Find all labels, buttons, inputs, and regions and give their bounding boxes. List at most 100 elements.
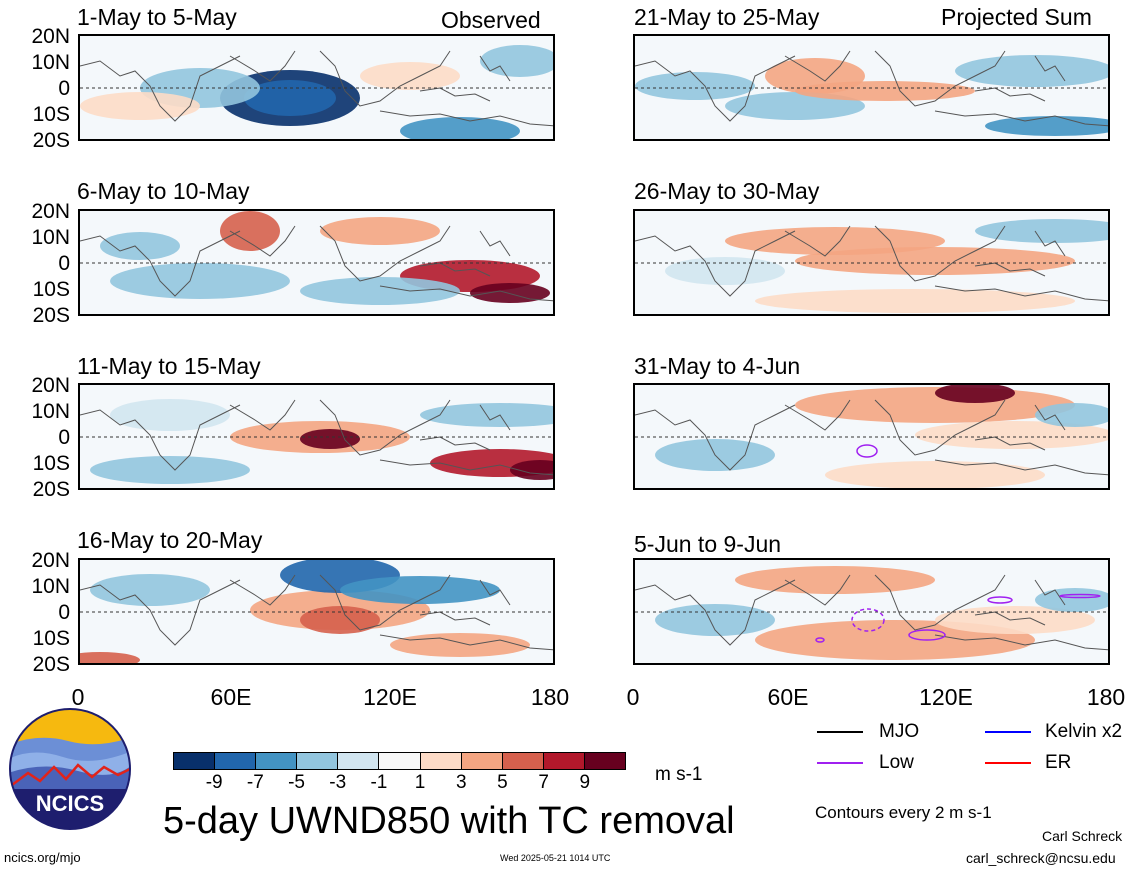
coastline xyxy=(80,579,241,646)
map-panel-5 xyxy=(633,34,1110,141)
coastline xyxy=(479,579,511,606)
wind-anomaly-shade xyxy=(665,257,785,285)
lat-label-row2-2: 0 xyxy=(58,252,70,275)
wind-anomaly-shade xyxy=(735,566,935,594)
logo-text: NCICS xyxy=(36,791,104,816)
coastline xyxy=(80,404,241,471)
colorbar-swatch-9 xyxy=(543,753,585,769)
map-field xyxy=(635,385,1108,488)
legend-label-er: ER xyxy=(1045,752,1072,773)
coastline xyxy=(1034,230,1066,257)
map-field xyxy=(635,36,1108,139)
coastline xyxy=(379,285,553,302)
map-panel-8 xyxy=(633,558,1110,665)
wind-anomaly-shade xyxy=(935,385,1015,403)
colorbar xyxy=(173,752,626,770)
wind-anomaly-shade xyxy=(985,116,1108,136)
map-field xyxy=(80,211,553,314)
panel-title-5: 21-May to 25-May xyxy=(634,4,820,30)
colorbar-tick-0: -9 xyxy=(205,772,223,793)
coastline xyxy=(419,262,491,277)
coastline xyxy=(419,611,491,626)
colorbar-tick-9: 9 xyxy=(579,772,591,793)
colorbar-swatch-8 xyxy=(502,753,544,769)
wind-anomaly-shade xyxy=(80,92,200,120)
lat-label-row4-0: 20N xyxy=(31,549,70,572)
colorbar-tick-3: -3 xyxy=(329,772,347,793)
panel-title-4: 16-May to 20-May xyxy=(77,527,263,553)
colorbar-tick-6: 3 xyxy=(455,772,467,793)
wind-anomaly-shade xyxy=(90,456,250,484)
lon-label-left-0: 0 xyxy=(71,684,85,710)
map-field xyxy=(635,560,1108,663)
lat-label-row1-4: 20S xyxy=(32,129,70,152)
ncics-logo: NCICS xyxy=(8,707,132,831)
colorbar-tick-8: 7 xyxy=(538,772,549,793)
coastline xyxy=(1034,404,1066,431)
coastline xyxy=(784,50,851,82)
wind-anomaly-shade xyxy=(795,81,975,101)
coastline xyxy=(874,50,1006,107)
coastline xyxy=(229,225,296,257)
lat-label-row1-0: 20N xyxy=(31,25,70,48)
map-panel-7 xyxy=(633,383,1110,490)
coastline xyxy=(419,436,491,451)
coastline xyxy=(635,579,796,646)
legend-line-low xyxy=(817,762,863,764)
coastline xyxy=(1034,55,1066,82)
coastline xyxy=(319,225,451,282)
wind-anomaly-shade xyxy=(635,72,755,100)
wind-anomaly-shade xyxy=(220,211,280,251)
wind-anomaly-shade xyxy=(340,576,500,604)
legend-line-mjo xyxy=(817,731,863,733)
lon-label-right-0: 0 xyxy=(626,684,640,710)
low-contour xyxy=(851,608,885,632)
colorbar-tick-1: -7 xyxy=(246,772,264,793)
colorbar-tick-5: 1 xyxy=(414,772,426,793)
wind-anomaly-shade xyxy=(1035,403,1108,427)
coastline xyxy=(379,110,553,127)
map-field xyxy=(80,36,553,139)
coastline xyxy=(379,634,553,651)
legend-label-low: Low xyxy=(879,752,914,773)
coastline xyxy=(319,574,451,631)
site-link: ncics.org/mjo xyxy=(4,850,81,865)
coastline xyxy=(874,225,1006,282)
author: Carl Schreck xyxy=(1042,828,1123,844)
legend-label-mjo: MJO xyxy=(879,721,920,742)
coastline xyxy=(874,399,1006,456)
coastline xyxy=(1034,579,1066,606)
panel-title-2: 6-May to 10-May xyxy=(77,178,250,204)
coastline xyxy=(229,399,296,431)
wind-anomaly-shade xyxy=(510,460,553,480)
legend-label-kelvin: Kelvin x2 xyxy=(1045,721,1123,742)
panel-title-7: 31-May to 4-Jun xyxy=(634,353,801,379)
wind-anomaly-shade xyxy=(755,289,1075,313)
colorbar-swatch-5 xyxy=(379,753,421,769)
wind-anomaly-shade xyxy=(655,604,775,636)
lon-label-right-120e: 120E xyxy=(919,684,973,710)
wind-anomaly-shade xyxy=(110,399,230,431)
coastline xyxy=(419,87,491,102)
coastline xyxy=(635,230,796,297)
wind-anomaly-shade xyxy=(244,80,336,116)
coastline xyxy=(379,459,553,476)
wind-anomaly-shade xyxy=(975,219,1108,243)
colorbar-swatch-10 xyxy=(584,753,626,769)
wind-anomaly-shade xyxy=(320,217,440,245)
lat-label-row4-1: 10N xyxy=(31,575,70,598)
wind-anomaly-shade xyxy=(300,277,460,305)
map-field xyxy=(635,211,1108,314)
map-panel-2 xyxy=(78,209,555,316)
projected-label: Projected Sum xyxy=(941,4,1092,30)
lat-label-row3-4: 20S xyxy=(32,478,70,501)
colorbar-units: m s-1 xyxy=(655,764,703,785)
coastline xyxy=(229,574,296,606)
observed-label: Observed xyxy=(441,7,541,33)
lon-label-left-180: 180 xyxy=(530,684,570,710)
wind-anomaly-shade xyxy=(955,55,1108,87)
timestamp: Wed 2025-05-21 1014 UTC xyxy=(500,853,611,863)
wind-anomaly-shade xyxy=(480,45,553,77)
coastline xyxy=(80,230,241,297)
coastline xyxy=(934,634,1108,651)
